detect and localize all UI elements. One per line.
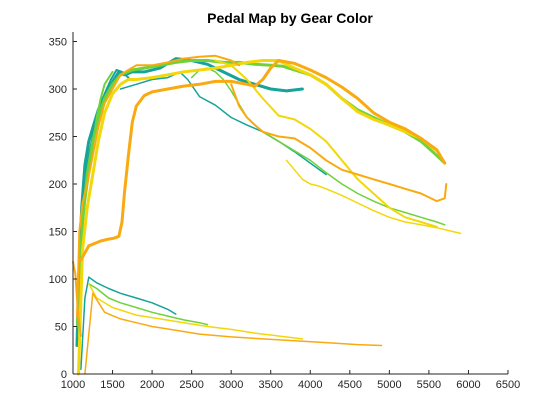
y-tick-label: 250 [49,132,67,144]
series-line-12 [88,283,304,340]
y-tick-label: 150 [49,227,67,239]
x-tick-label: 2500 [179,379,203,391]
series-line-5 [77,59,447,338]
x-tick-label: 2000 [140,379,164,391]
x-axis-ticks: 1000 1500 2000 2500 3000 3500 4000 4500 5000 5500… [61,370,520,391]
y-axis-ticks: 0 50 100 150 200 250 300 350 [49,37,77,381]
y-tick-label: 200 [49,179,67,191]
chart-title: Pedal Map by Gear Color [207,10,373,26]
series-line-15 [230,83,448,203]
series-line-6 [76,70,114,328]
series-line-8 [88,283,209,326]
x-tick-label: 3000 [219,379,243,391]
x-tick-label: 4500 [338,379,362,391]
series-group [72,54,462,376]
series-line-17 [72,260,82,337]
y-tick-label: 350 [49,37,67,49]
series-line-11 [285,159,462,235]
series-line-3 [119,71,327,176]
x-tick-label: 4000 [298,379,322,391]
series-line-14 [76,54,241,318]
y-tick-label: 300 [49,84,67,96]
y-tick-label: 0 [61,369,67,381]
x-tick-label: 6500 [496,379,520,391]
series-line-7 [190,67,446,226]
x-tick-label: 3500 [258,379,282,391]
x-tick-label: 5000 [377,379,401,391]
x-tick-label: 1000 [61,379,85,391]
series-line-13 [79,59,447,262]
series-line-16 [84,292,383,375]
x-tick-label: 1500 [100,379,124,391]
y-tick-label: 50 [55,322,67,334]
x-tick-label: 5500 [417,379,441,391]
series-line-9 [77,59,439,376]
x-tick-label: 6000 [456,379,480,391]
y-tick-label: 100 [49,274,67,286]
series-line-4 [80,276,177,371]
series-line-1 [75,57,304,347]
